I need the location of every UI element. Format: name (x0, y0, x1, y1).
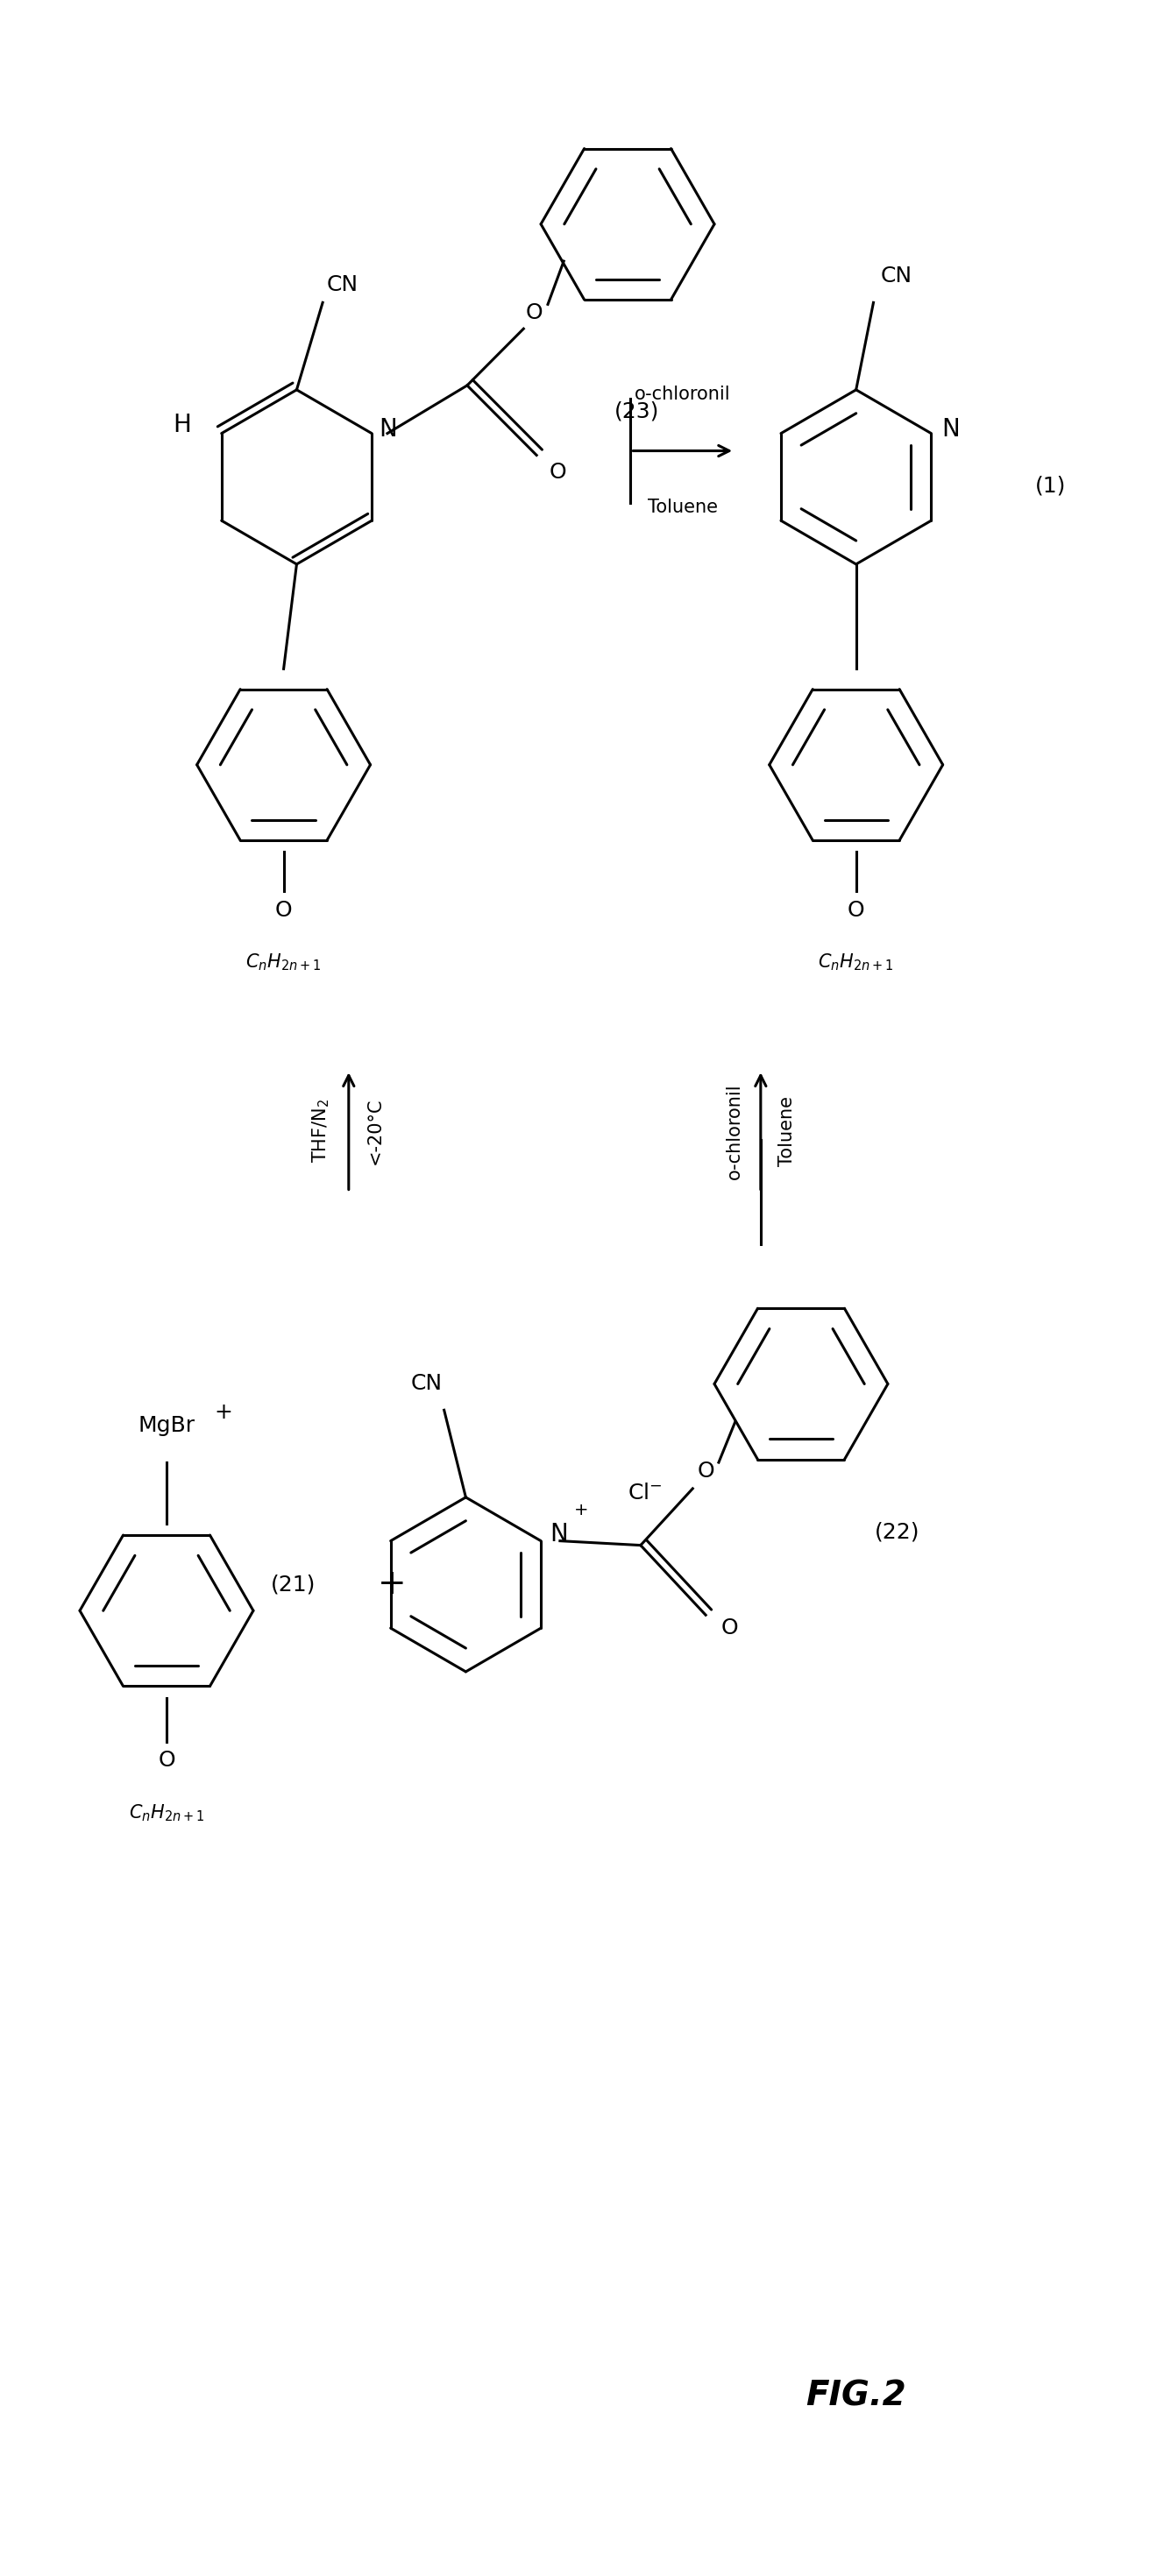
Text: $C_nH_{2n+1}$: $C_nH_{2n+1}$ (129, 1803, 205, 1824)
Text: MgBr: MgBr (139, 1414, 196, 1437)
Text: CN: CN (411, 1373, 442, 1394)
Text: O: O (847, 899, 865, 922)
Text: FIG.2: FIG.2 (805, 2378, 907, 2411)
Text: +: + (574, 1502, 588, 1520)
Text: (22): (22) (875, 1522, 920, 1543)
Text: <-20°C: <-20°C (365, 1097, 384, 1164)
Text: THF/N$_2$: THF/N$_2$ (311, 1100, 332, 1164)
Text: o-chloronil: o-chloronil (634, 386, 731, 402)
Text: Cl$^{-}$: Cl$^{-}$ (627, 1481, 662, 1504)
Text: (1): (1) (1035, 474, 1066, 497)
Text: N: N (549, 1522, 568, 1546)
Text: N: N (942, 417, 960, 440)
Text: $C_nH_{2n+1}$: $C_nH_{2n+1}$ (818, 953, 894, 974)
Text: O: O (549, 461, 567, 484)
Text: N: N (378, 417, 397, 440)
Text: o-chloronil: o-chloronil (726, 1082, 744, 1180)
Text: O: O (697, 1461, 715, 1481)
Text: Toluene: Toluene (647, 500, 718, 515)
Text: CN: CN (327, 276, 359, 296)
Text: Toluene: Toluene (778, 1095, 795, 1167)
Text: O: O (275, 899, 292, 922)
Text: H: H (173, 412, 191, 438)
Text: CN: CN (880, 265, 913, 286)
Text: (23): (23) (615, 402, 660, 422)
Text: O: O (525, 301, 542, 325)
Text: +: + (378, 1569, 406, 1602)
Text: O: O (158, 1749, 175, 1772)
Text: (21): (21) (270, 1574, 315, 1595)
Text: +: + (214, 1401, 232, 1422)
Text: $C_nH_{2n+1}$: $C_nH_{2n+1}$ (246, 953, 321, 974)
Text: O: O (722, 1618, 738, 1638)
